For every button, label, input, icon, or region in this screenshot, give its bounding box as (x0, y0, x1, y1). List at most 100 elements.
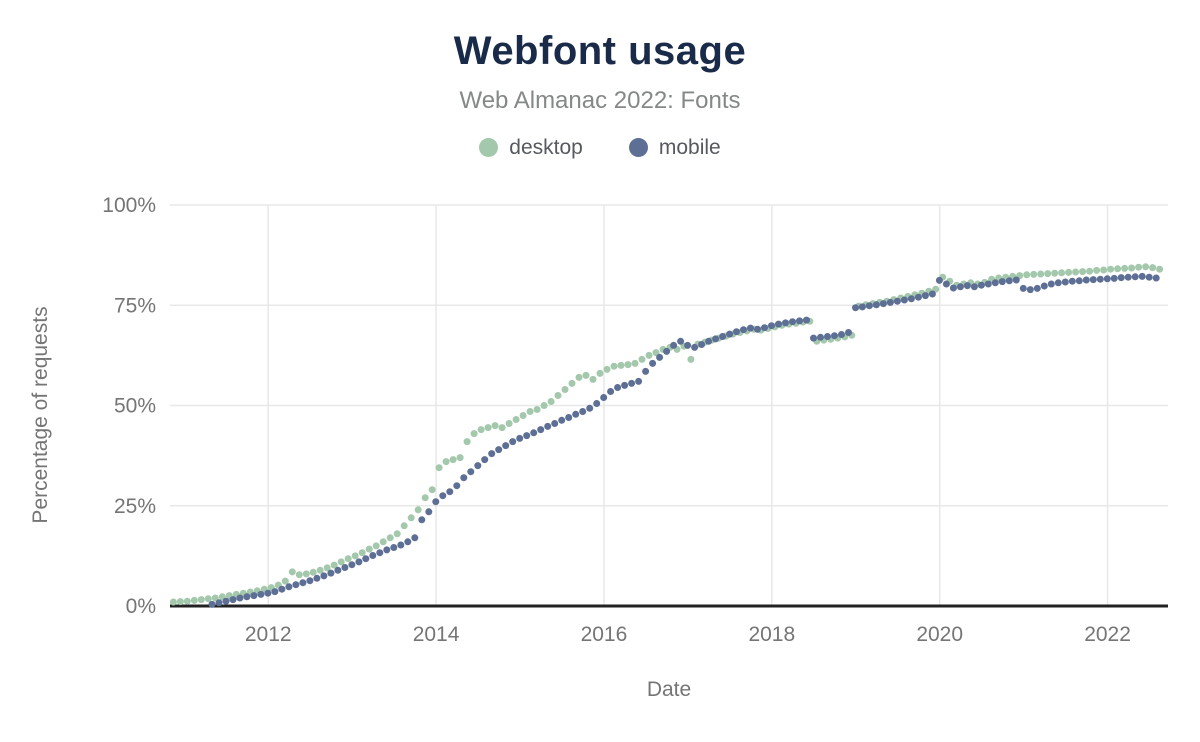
data-point (313, 574, 321, 582)
tick-labels: 0% 25% 50% 75% 100% 2012 2014 2016 2018 2020 2022 (102, 194, 1131, 646)
data-point (582, 371, 590, 379)
data-point (624, 361, 632, 369)
desktop-series (169, 263, 1164, 606)
data-point (292, 581, 300, 589)
data-point (411, 534, 419, 542)
data-point (935, 276, 943, 284)
data-point (330, 561, 338, 569)
data-point (803, 316, 810, 324)
data-point (1033, 284, 1041, 292)
data-point (1079, 268, 1087, 276)
data-point (477, 426, 485, 434)
data-point (1128, 264, 1136, 272)
data-point (1124, 273, 1132, 281)
data-point (533, 406, 541, 413)
data-point (642, 367, 650, 375)
data-point (1012, 276, 1020, 284)
data-point (796, 317, 803, 325)
data-point (400, 522, 408, 530)
data-point (372, 542, 380, 550)
data-point (628, 379, 636, 387)
x-tick-label: 2020 (916, 623, 963, 646)
data-point (264, 589, 272, 597)
data-point (593, 400, 601, 407)
data-point (463, 438, 471, 446)
data-point (316, 566, 324, 574)
data-point (614, 384, 622, 391)
data-point (1054, 279, 1062, 287)
data-point (1075, 277, 1083, 285)
data-point (663, 347, 671, 355)
data-point (1086, 267, 1094, 275)
data-point (288, 568, 296, 576)
data-point (684, 341, 692, 349)
data-point (337, 558, 345, 566)
data-point (872, 301, 880, 309)
y-tick-label: 75% (114, 294, 156, 317)
data-point (1149, 264, 1157, 272)
data-point (600, 394, 608, 401)
data-point (393, 530, 401, 538)
data-point (1114, 265, 1122, 273)
data-point (963, 282, 971, 290)
data-point (509, 438, 517, 446)
data-point (1058, 269, 1066, 277)
data-point (414, 506, 422, 514)
data-point (481, 456, 489, 464)
data-point (617, 361, 625, 369)
data-point (243, 593, 251, 601)
data-point (921, 292, 929, 300)
data-point (747, 324, 754, 332)
data-point (652, 349, 660, 357)
data-point (900, 296, 908, 304)
data-point (442, 458, 450, 466)
data-point (586, 404, 594, 412)
data-point (190, 596, 198, 604)
data-point (1100, 266, 1108, 274)
data-point (470, 430, 478, 438)
data-point (691, 343, 699, 351)
data-point (649, 359, 657, 367)
data-point (425, 508, 433, 516)
data-point (453, 482, 461, 490)
data-point (824, 333, 831, 340)
data-point (1156, 265, 1164, 273)
data-point (775, 320, 782, 328)
data-point (512, 416, 520, 423)
mobile-series (208, 272, 1160, 608)
data-point (998, 278, 1006, 286)
data-point (914, 293, 922, 301)
data-point (1110, 274, 1118, 282)
data-point (467, 468, 475, 476)
data-point (537, 426, 545, 434)
data-point (257, 590, 265, 598)
data-point (421, 494, 429, 502)
x-tick-label: 2016 (581, 623, 628, 646)
x-tick-label: 2012 (245, 623, 292, 646)
data-point (670, 341, 678, 349)
data-point (949, 284, 957, 292)
data-point (852, 304, 859, 312)
data-point (568, 379, 576, 387)
data-point (1138, 272, 1146, 280)
data-point (215, 599, 223, 607)
data-point (386, 534, 394, 542)
data-point (530, 429, 538, 437)
data-point (621, 381, 629, 389)
data-point (1082, 276, 1090, 284)
data-point (176, 598, 184, 606)
data-point (865, 302, 873, 310)
data-point (327, 569, 335, 577)
data-point (362, 555, 370, 563)
data-point (733, 328, 740, 336)
data-point (1026, 286, 1034, 294)
data-point (523, 432, 531, 440)
x-tick-label: 2014 (413, 623, 460, 646)
data-point (498, 424, 506, 432)
data-point (603, 365, 611, 373)
data-point (1107, 265, 1115, 273)
y-tick-label: 100% (102, 194, 156, 217)
y-tick-label: 25% (114, 495, 156, 518)
data-point (285, 583, 293, 591)
data-point (831, 332, 838, 340)
